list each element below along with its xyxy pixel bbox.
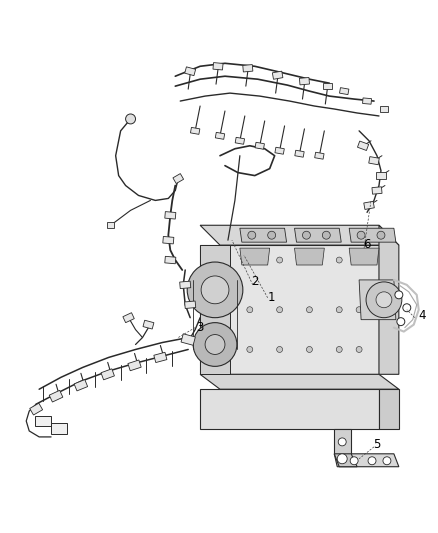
- Polygon shape: [349, 228, 396, 242]
- Circle shape: [350, 457, 358, 465]
- FancyBboxPatch shape: [74, 379, 88, 391]
- FancyBboxPatch shape: [191, 127, 200, 134]
- FancyBboxPatch shape: [364, 201, 374, 209]
- FancyBboxPatch shape: [369, 157, 379, 165]
- FancyBboxPatch shape: [154, 352, 167, 362]
- Circle shape: [307, 307, 312, 313]
- Circle shape: [307, 346, 312, 352]
- Circle shape: [205, 335, 225, 354]
- Circle shape: [366, 282, 402, 318]
- Text: 4: 4: [418, 309, 425, 322]
- FancyBboxPatch shape: [300, 77, 310, 85]
- Circle shape: [336, 307, 342, 313]
- FancyBboxPatch shape: [165, 256, 176, 264]
- Circle shape: [247, 346, 253, 352]
- FancyBboxPatch shape: [213, 62, 223, 70]
- Circle shape: [303, 231, 311, 239]
- Text: 3: 3: [196, 321, 204, 334]
- Polygon shape: [359, 280, 396, 320]
- FancyBboxPatch shape: [185, 301, 196, 309]
- Polygon shape: [334, 454, 357, 467]
- FancyBboxPatch shape: [363, 98, 371, 104]
- Circle shape: [336, 346, 342, 352]
- Polygon shape: [200, 245, 379, 374]
- FancyBboxPatch shape: [123, 313, 134, 322]
- Circle shape: [277, 346, 283, 352]
- Circle shape: [201, 276, 229, 304]
- Circle shape: [193, 322, 237, 366]
- FancyBboxPatch shape: [173, 174, 184, 183]
- Polygon shape: [349, 248, 379, 265]
- FancyBboxPatch shape: [372, 187, 382, 194]
- FancyBboxPatch shape: [51, 424, 67, 434]
- FancyBboxPatch shape: [35, 416, 51, 426]
- Circle shape: [397, 318, 405, 326]
- FancyBboxPatch shape: [185, 67, 196, 76]
- FancyBboxPatch shape: [339, 87, 349, 94]
- FancyBboxPatch shape: [49, 390, 63, 402]
- Polygon shape: [294, 248, 324, 265]
- FancyBboxPatch shape: [380, 106, 388, 112]
- Polygon shape: [379, 389, 399, 429]
- Polygon shape: [200, 225, 399, 245]
- FancyBboxPatch shape: [165, 212, 176, 219]
- FancyBboxPatch shape: [143, 320, 154, 329]
- FancyBboxPatch shape: [101, 369, 114, 380]
- Text: 2: 2: [251, 276, 258, 288]
- Polygon shape: [334, 429, 351, 454]
- Circle shape: [395, 291, 403, 299]
- Circle shape: [356, 346, 362, 352]
- Circle shape: [357, 231, 365, 239]
- FancyBboxPatch shape: [295, 150, 304, 157]
- Circle shape: [356, 257, 362, 263]
- FancyBboxPatch shape: [376, 172, 386, 179]
- Circle shape: [322, 231, 330, 239]
- Circle shape: [247, 257, 253, 263]
- Circle shape: [383, 457, 391, 465]
- Circle shape: [277, 257, 283, 263]
- Polygon shape: [334, 454, 399, 467]
- Circle shape: [126, 114, 135, 124]
- FancyBboxPatch shape: [180, 281, 191, 288]
- Circle shape: [337, 454, 347, 464]
- FancyBboxPatch shape: [30, 403, 42, 415]
- Text: 1: 1: [268, 292, 276, 304]
- FancyBboxPatch shape: [235, 138, 244, 144]
- Circle shape: [356, 307, 362, 313]
- Text: 6: 6: [363, 238, 371, 251]
- Circle shape: [336, 257, 342, 263]
- FancyBboxPatch shape: [357, 141, 369, 150]
- FancyBboxPatch shape: [128, 360, 141, 371]
- FancyBboxPatch shape: [215, 132, 225, 139]
- FancyBboxPatch shape: [272, 71, 283, 79]
- Circle shape: [307, 257, 312, 263]
- Polygon shape: [240, 248, 270, 265]
- Circle shape: [247, 307, 253, 313]
- Polygon shape: [240, 228, 286, 242]
- Polygon shape: [200, 245, 230, 374]
- FancyBboxPatch shape: [181, 334, 195, 345]
- FancyBboxPatch shape: [255, 142, 265, 149]
- Polygon shape: [200, 374, 399, 389]
- FancyBboxPatch shape: [322, 83, 332, 90]
- Polygon shape: [294, 228, 341, 242]
- Circle shape: [248, 231, 256, 239]
- Text: 5: 5: [373, 438, 381, 451]
- Circle shape: [403, 304, 411, 312]
- Circle shape: [268, 231, 276, 239]
- Circle shape: [368, 457, 376, 465]
- Polygon shape: [379, 225, 399, 374]
- Circle shape: [376, 292, 392, 308]
- Circle shape: [277, 307, 283, 313]
- Polygon shape: [200, 389, 379, 429]
- FancyBboxPatch shape: [243, 64, 253, 72]
- Circle shape: [377, 231, 385, 239]
- FancyBboxPatch shape: [275, 147, 284, 154]
- FancyBboxPatch shape: [107, 222, 114, 228]
- FancyBboxPatch shape: [314, 152, 324, 159]
- FancyBboxPatch shape: [163, 237, 174, 244]
- Circle shape: [187, 262, 243, 318]
- Circle shape: [338, 438, 346, 446]
